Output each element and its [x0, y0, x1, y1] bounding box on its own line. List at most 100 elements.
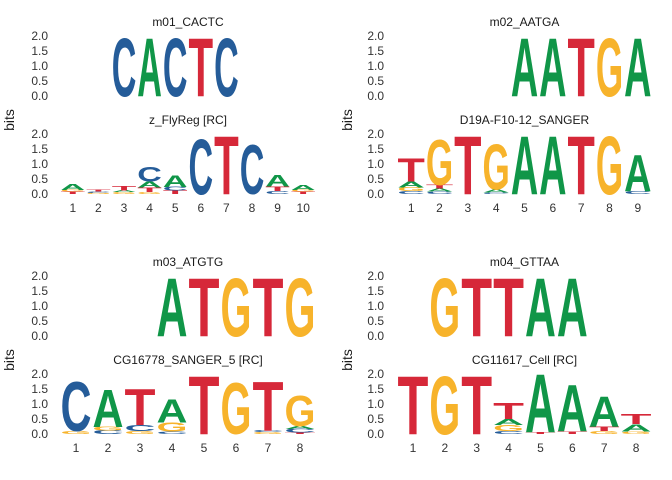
logo-letter-A-bottom1-pos5-2: A	[163, 172, 188, 191]
logo-letter-C-bottom2-pos4-0: C	[483, 192, 510, 194]
y-tick-label-bottom-3: 1.0	[31, 397, 48, 411]
logo-letter-A-top4-pos5-0: A	[557, 262, 588, 355]
x-tick-label: 6	[197, 201, 204, 215]
x-tick-label: 2	[95, 201, 102, 215]
logo-letter-C-bottom1-pos4-3: C	[137, 163, 162, 187]
x-tick-label: 5	[521, 201, 528, 215]
logo-letter-T-bottom4-pos8-2: T	[621, 411, 652, 427]
logo-letter-A-bottom1-pos4-2: A	[137, 181, 162, 190]
x-tick-label: 2	[441, 441, 448, 455]
logo-letter-A-bottom3-pos4-2: A	[157, 393, 188, 430]
y-tick-label-top-3: 1.5	[31, 284, 48, 298]
y-tick-label-top-1: 0.5	[31, 74, 48, 88]
motif-title-bottom: D19A-F10-12_SANGER	[460, 113, 590, 127]
logo-letter-C-bottom2-pos1-0: C	[398, 190, 425, 195]
logo-letter-T-top3-pos2-0: T	[189, 261, 220, 354]
logo-letter-G-top3-pos5-0: G	[285, 261, 316, 354]
logo-letter-A-bottom2-pos6-0: A	[539, 118, 566, 212]
x-tick-label: 1	[408, 201, 415, 215]
logo-letter-T-bottom3-pos7-2: T	[253, 367, 284, 446]
logo-letter-A-bottom2-pos1-2: A	[398, 180, 426, 189]
x-tick-label: 5	[201, 441, 208, 455]
x-tick-label: 6	[569, 441, 576, 455]
y-tick-label-top-2: 2.0	[367, 29, 384, 43]
y-tick-label-bottom-4: 0.0	[367, 427, 384, 441]
y-tick-label-top-1: 0.0	[31, 89, 48, 103]
logo-letter-T-bottom1-pos7-0: T	[214, 119, 239, 212]
logo-letter-G-bottom1-pos1-1: G	[61, 189, 86, 192]
logo-letter-T-top3-pos4-0: T	[253, 261, 284, 354]
logo-letter-T-top4-pos3-0: T	[493, 261, 524, 354]
logo-letter-G-bottom1-pos10-1: G	[291, 189, 316, 192]
x-tick-label: 3	[464, 201, 471, 215]
y-axis-label: bits	[1, 349, 17, 371]
y-tick-label-top-2: 1.5	[367, 44, 384, 58]
x-tick-label: 8	[249, 201, 256, 215]
y-tick-label-top-4: 0.0	[367, 329, 384, 343]
logo-letter-T-bottom4-pos7-1: T	[589, 425, 620, 432]
logo-letter-C-bottom3-pos2-0: C	[93, 430, 124, 436]
logo-letter-C-bottom1-pos2-1: C	[86, 191, 111, 193]
y-tick-label-bottom-1: 2.0	[31, 127, 48, 141]
logo-letter-G-bottom3-pos2-1: G	[93, 426, 124, 432]
logo-letter-T-bottom1-pos3-2: T	[112, 185, 137, 192]
logo-letter-T-bottom4-pos5-0: T	[525, 432, 556, 435]
y-axis-label: bits	[1, 109, 17, 131]
logo-letter-A-bottom2-pos2-1: A	[426, 188, 453, 193]
y-tick-label-bottom-4: 1.5	[367, 382, 384, 396]
logo-letter-T-top4-pos2-0: T	[461, 261, 492, 354]
y-tick-label-top-4: 1.0	[367, 299, 384, 313]
logo-letter-G-top2-pos4-0: G	[596, 20, 623, 114]
y-tick-label-bottom-1: 1.5	[31, 142, 48, 156]
motif-title-top: m01_CACTC	[152, 15, 224, 29]
logo-letter-C-bottom2-pos9-0: C	[624, 190, 651, 195]
logo-letter-T-bottom2-pos7-0: T	[568, 119, 595, 212]
y-tick-label-bottom-1: 1.0	[31, 157, 48, 171]
logo-letter-G-top4-pos1-0: G	[429, 261, 460, 354]
logo-letter-G-top3-pos3-0: G	[221, 261, 252, 354]
y-tick-label-top-1: 2.0	[31, 29, 48, 43]
logo-letter-T-bottom1-pos2-2: T	[86, 189, 111, 192]
logo-letter-C-bottom1-pos9-0: C	[265, 190, 290, 195]
logo-letter-G-bottom3-pos4-1: G	[157, 421, 188, 435]
y-tick-label-bottom-2: 2.0	[367, 127, 384, 141]
x-tick-label: 6	[549, 201, 556, 215]
logo-letter-T-bottom1-pos9-1: T	[265, 186, 290, 193]
logo-letter-C-bottom3-pos7-1: C	[253, 430, 284, 433]
logo-letter-C-bottom3-pos1-1: C	[61, 368, 92, 447]
y-tick-label-top-3: 0.0	[31, 329, 48, 343]
y-tick-label-bottom-4: 0.5	[367, 412, 384, 426]
logo-letter-G-bottom1-pos3-0: G	[112, 192, 137, 195]
y-tick-label-bottom-2: 1.0	[367, 157, 384, 171]
logo-panel-2: bits m02_AATGA D19A-F10-12_SANGER 1 2 3 4 5 6 7 8 9	[339, 15, 641, 215]
logo-letter-A-top2-pos5-0: A	[624, 20, 651, 114]
logo-letter-T-top2-pos3-0: T	[568, 21, 595, 114]
logo-panel-1: bits m01_CACTC z_FlyReg [RC] 1 2 3 4 5 6 7 8 9 10	[1, 15, 310, 215]
logo-letter-G-bottom1-pos4-0: G	[137, 192, 162, 195]
logo-letter-C-bottom1-pos6-0: C	[189, 123, 214, 211]
y-tick-label-top-2: 0.0	[367, 89, 384, 103]
y-axis-label: bits	[339, 349, 355, 371]
logo-letter-T-bottom1-pos4-1: T	[137, 187, 162, 194]
x-tick-label: 9	[274, 201, 281, 215]
y-tick-label-top-2: 0.5	[367, 74, 384, 88]
x-tick-label: 1	[69, 201, 76, 215]
logo-letter-C-bottom1-pos5-1: C	[163, 186, 188, 192]
x-tick-label: 3	[121, 201, 128, 215]
x-tick-label: 9	[634, 201, 641, 215]
y-tick-label-bottom-3: 1.5	[31, 382, 48, 396]
logo-letter-T-top1-pos4-0: T	[189, 21, 214, 114]
x-tick-label: 6	[233, 441, 240, 455]
logo-letter-T-bottom1-pos1-0: T	[61, 191, 86, 195]
motif-title-bottom: CG11617_Cell [RC]	[472, 353, 577, 367]
x-tick-label: 7	[265, 441, 272, 455]
logo-letter-G-bottom1-pos2-0: G	[86, 193, 111, 195]
x-tick-label: 1	[410, 441, 417, 455]
logo-letter-G-bottom4-pos4-1: G	[493, 424, 524, 433]
x-tick-label: 4	[505, 441, 512, 455]
x-tick-label: 3	[137, 441, 144, 455]
logo-letter-G-bottom4-pos2-0: G	[429, 359, 460, 452]
logo-letter-A-bottom3-pos2-2: A	[93, 379, 124, 439]
motif-title-bottom: z_FlyReg [RC]	[149, 113, 227, 127]
motif-title-top: m03_ATGTG	[153, 255, 223, 269]
